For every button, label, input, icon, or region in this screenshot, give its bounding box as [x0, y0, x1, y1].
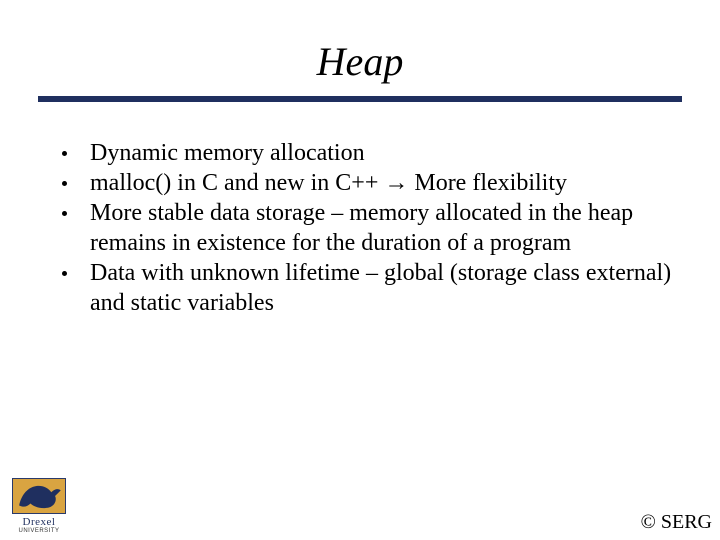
list-item: More stable data storage – memory alloca…: [62, 198, 672, 258]
title-rule: [38, 96, 682, 102]
drexel-logo: Drexel UNIVERSITY: [12, 478, 66, 534]
logo-label-line2: UNIVERSITY: [12, 528, 66, 534]
drexel-logo-box: [12, 478, 66, 514]
list-item: Dynamic memory allocation: [62, 138, 672, 168]
bullet-dot-icon: [62, 151, 67, 156]
bullet-text: Data with unknown lifetime – global (sto…: [90, 260, 671, 316]
copyright-text: © SERG: [641, 511, 712, 534]
bullet-list: Dynamic memory allocation malloc() in C …: [62, 138, 672, 318]
list-item: malloc() in C and new in C++ → More flex…: [62, 168, 672, 198]
bullet-dot-icon: [62, 271, 67, 276]
page-title: Heap: [0, 38, 720, 85]
slide: Heap Dynamic memory allocation malloc() …: [0, 0, 720, 540]
bullet-dot-icon: [62, 211, 67, 216]
logo-label-line1: Drexel: [12, 516, 66, 528]
dragon-icon: [13, 479, 65, 513]
bullet-text: Dynamic memory allocation: [90, 140, 365, 166]
bullet-text: More stable data storage – memory alloca…: [90, 200, 633, 256]
bullet-ul: Dynamic memory allocation malloc() in C …: [62, 138, 672, 318]
bullet-text: malloc() in C and new in C++ → More flex…: [90, 170, 567, 196]
list-item: Data with unknown lifetime – global (sto…: [62, 258, 672, 318]
bullet-dot-icon: [62, 181, 67, 186]
